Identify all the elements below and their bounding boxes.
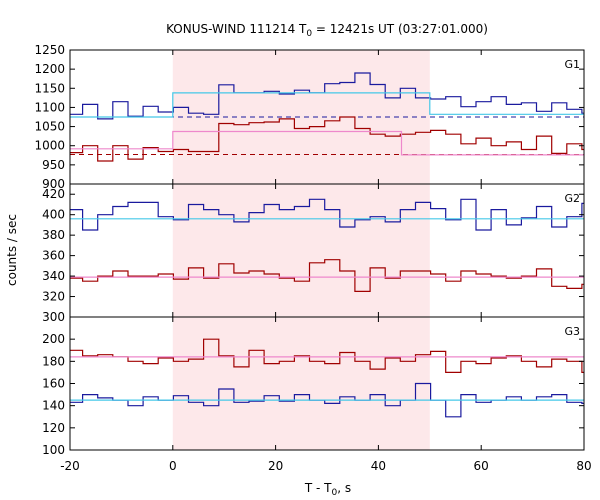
y-tick-label: 360 bbox=[42, 249, 65, 263]
y-tick-label: 1250 bbox=[34, 43, 65, 57]
y-tick-label: 140 bbox=[42, 399, 65, 413]
y-tick-label: 420 bbox=[42, 187, 65, 201]
x-tick-label: 80 bbox=[576, 459, 591, 473]
y-tick-label: 1050 bbox=[34, 120, 65, 134]
y-tick-label: 950 bbox=[42, 158, 65, 172]
x-tick-label: 20 bbox=[268, 459, 283, 473]
y-tick-label: 300 bbox=[42, 310, 65, 324]
y-tick-label: 160 bbox=[42, 377, 65, 391]
y-tick-label: 900 bbox=[42, 177, 65, 191]
y-tick-label: 380 bbox=[42, 228, 65, 242]
fit-cyan bbox=[70, 92, 584, 118]
panel-g2 bbox=[70, 198, 584, 292]
y-tick-label: 200 bbox=[42, 332, 65, 346]
panel-label: G1 bbox=[564, 58, 580, 71]
x-tick-label: -20 bbox=[60, 459, 80, 473]
chart-title: KONUS-WIND 111214 T0 = 12421s UT (03:27:… bbox=[166, 22, 488, 39]
series-blue-step bbox=[70, 382, 584, 418]
panel-label: G2 bbox=[564, 192, 580, 205]
x-axis-title: T - T0, s bbox=[304, 481, 351, 498]
y-tick-label: 100 bbox=[42, 443, 65, 457]
y-tick-label: 400 bbox=[42, 208, 65, 222]
y-tick-label: 340 bbox=[42, 269, 65, 283]
panel-g1 bbox=[70, 72, 584, 162]
series-red-step bbox=[70, 259, 584, 292]
fit-pink bbox=[70, 130, 584, 156]
x-tick-label: 0 bbox=[169, 459, 177, 473]
y-tick-label: 1000 bbox=[34, 139, 65, 153]
y-tick-label: 120 bbox=[42, 421, 65, 435]
y-tick-label: 1200 bbox=[34, 62, 65, 76]
x-tick-label: 60 bbox=[474, 459, 489, 473]
y-tick-label: 320 bbox=[42, 290, 65, 304]
y-tick-label: 180 bbox=[42, 354, 65, 368]
series-red-step bbox=[70, 338, 584, 373]
y-axis-title: counts / sec bbox=[5, 214, 19, 286]
series-blue-step bbox=[70, 198, 584, 231]
burst-interval-shade bbox=[172, 50, 430, 450]
panel-label: G3 bbox=[564, 325, 580, 338]
burst-interval-rect bbox=[172, 50, 430, 450]
y-tick-label: 1100 bbox=[34, 100, 65, 114]
series-red-step bbox=[70, 116, 584, 162]
x-tick-label: 40 bbox=[371, 459, 386, 473]
y-tick-label: 1150 bbox=[34, 81, 65, 95]
panel-g3 bbox=[70, 338, 584, 418]
